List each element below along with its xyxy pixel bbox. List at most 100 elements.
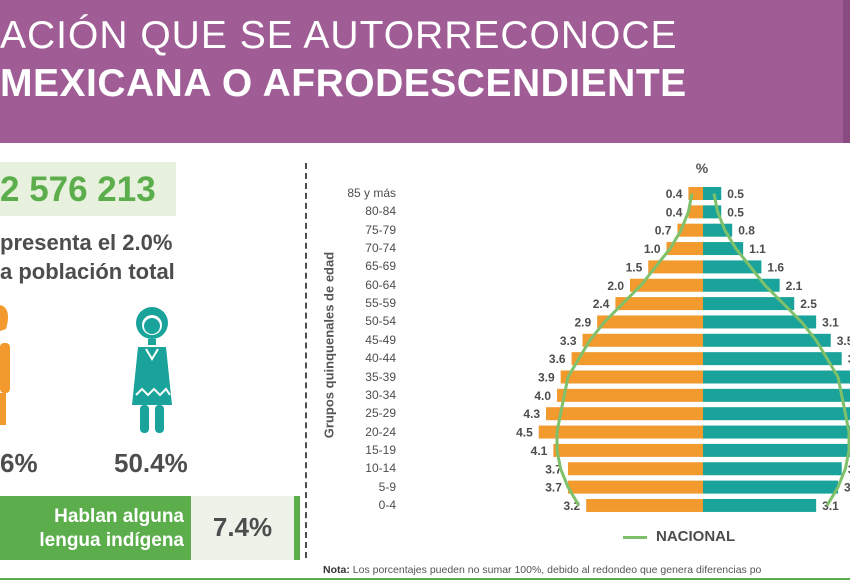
chart-title: % [695, 160, 709, 176]
language-label: Hablan alguna lengua indígena [12, 505, 184, 553]
age-group-label: 5-9 [378, 479, 396, 494]
men-bar [571, 352, 703, 366]
men-bar [567, 480, 703, 494]
header-title-line2: MEXICANA O AFRODESCENDIENTE [0, 62, 687, 105]
women-bar [703, 407, 850, 421]
women-bar [703, 388, 850, 402]
man-figure-icon [0, 305, 10, 425]
women-bar [703, 498, 817, 512]
women-bar [703, 315, 817, 329]
men-bar [586, 498, 703, 512]
women-value-label: 3 [848, 352, 850, 366]
age-group-label: 55-59 [365, 296, 396, 311]
women-value-label: 2.5 [800, 297, 817, 311]
age-group-label: 60-64 [365, 277, 396, 292]
women-bar [703, 443, 850, 457]
population-box [0, 162, 176, 216]
footnote: Nota: Los porcentajes pueden no sumar 10… [323, 564, 761, 576]
language-label-box [0, 496, 191, 560]
age-group-label: 35-39 [365, 369, 396, 384]
women-percentage: 50.4% [114, 448, 188, 478]
women-bar [703, 370, 850, 384]
age-group-label: 40-44 [365, 351, 396, 366]
women-bar [703, 187, 722, 200]
men-percentage: 6% [0, 448, 38, 478]
women-value-label: 0.5 [727, 205, 744, 219]
women-value-label: 1.6 [767, 260, 784, 274]
men-bar [648, 260, 703, 274]
footnote-text: Los porcentajes pueden no sumar 100%, de… [352, 564, 762, 576]
woman-figure-icon [132, 307, 172, 433]
men-value-label: 4.0 [534, 389, 551, 403]
population-number: 2 576 213 [0, 170, 156, 209]
men-bar [567, 462, 703, 476]
age-group-label: 80-84 [365, 204, 396, 219]
age-group-label: 50-54 [365, 314, 396, 329]
women-bar [703, 278, 780, 292]
age-group-label: 0-4 [378, 497, 396, 512]
language-label-line2: lengua indígena [39, 530, 184, 551]
age-group-label: 45-49 [365, 332, 396, 347]
age-group-label: 10-14 [365, 461, 396, 476]
women-value-label: 2.1 [786, 279, 803, 293]
men-bar [560, 370, 703, 384]
header-edge [843, 0, 850, 143]
section-divider [305, 163, 307, 558]
language-pct-box [191, 496, 300, 560]
men-value-label: 3.6 [549, 352, 566, 366]
men-value-label: 4.5 [516, 426, 533, 440]
men-bar [546, 407, 703, 421]
nacional-line-right [712, 193, 850, 507]
nacional-line-left [555, 193, 694, 507]
men-value-label: 2.4 [593, 297, 610, 311]
language-percentage: 7.4% [212, 512, 273, 542]
women-value-label: 1.1 [749, 242, 766, 256]
women-value-label: 3.1 [822, 499, 839, 513]
men-value-label: 2.9 [574, 315, 591, 329]
footnote-label: Nota: [323, 564, 350, 576]
men-value-label: 1.0 [644, 242, 661, 256]
men-bar [666, 242, 703, 256]
age-group-label: 30-34 [365, 387, 396, 402]
women-bar [703, 297, 795, 311]
age-group-label: 70-74 [365, 241, 396, 256]
men-bar [582, 333, 703, 347]
women-bar [703, 462, 842, 476]
men-value-label: 3.7 [545, 481, 562, 495]
men-value-label: 0.4 [666, 205, 683, 219]
men-value-label: 1.5 [626, 260, 643, 274]
header-banner: ACIÓN QUE SE AUTORRECONOCE MEXICANA O AF… [0, 0, 850, 143]
men-value-label: 3.7 [545, 462, 562, 476]
age-group-label: 65-69 [365, 259, 396, 274]
men-value-label: 3.3 [560, 334, 577, 348]
age-group-label: 20-24 [365, 424, 396, 439]
men-bar [557, 388, 703, 402]
men-value-label: 0.7 [655, 224, 672, 238]
legend-nacional-label: NACIONAL [656, 528, 736, 545]
legend-nacional-swatch [623, 536, 647, 539]
men-bar [538, 425, 703, 439]
women-bar [703, 425, 850, 439]
men-bar [597, 315, 703, 329]
men-value-label: 2.0 [607, 279, 624, 293]
age-group-label: 25-29 [365, 406, 396, 421]
women-value-label: 3 [848, 462, 850, 476]
header-title-line1: ACIÓN QUE SE AUTORRECONOCE [0, 14, 678, 57]
women-value-label: 0.8 [738, 224, 755, 238]
women-bar [703, 333, 831, 347]
men-bar [615, 297, 703, 311]
women-value-label: 3.5 [837, 334, 850, 348]
women-value-label: 0.5 [727, 187, 744, 201]
represent-text-line2: a población total [0, 259, 175, 284]
men-bar [630, 278, 703, 292]
men-bar [553, 443, 703, 457]
language-label-line1: Hablan alguna [54, 506, 184, 527]
women-value-label: 3 [844, 481, 850, 495]
women-bar [703, 352, 842, 366]
women-value-label: 3.1 [822, 315, 839, 329]
age-group-label: 15-19 [365, 442, 396, 457]
men-value-label: 4.1 [531, 444, 548, 458]
age-group-label: 75-79 [365, 222, 396, 237]
men-value-label: 4.3 [523, 407, 540, 421]
